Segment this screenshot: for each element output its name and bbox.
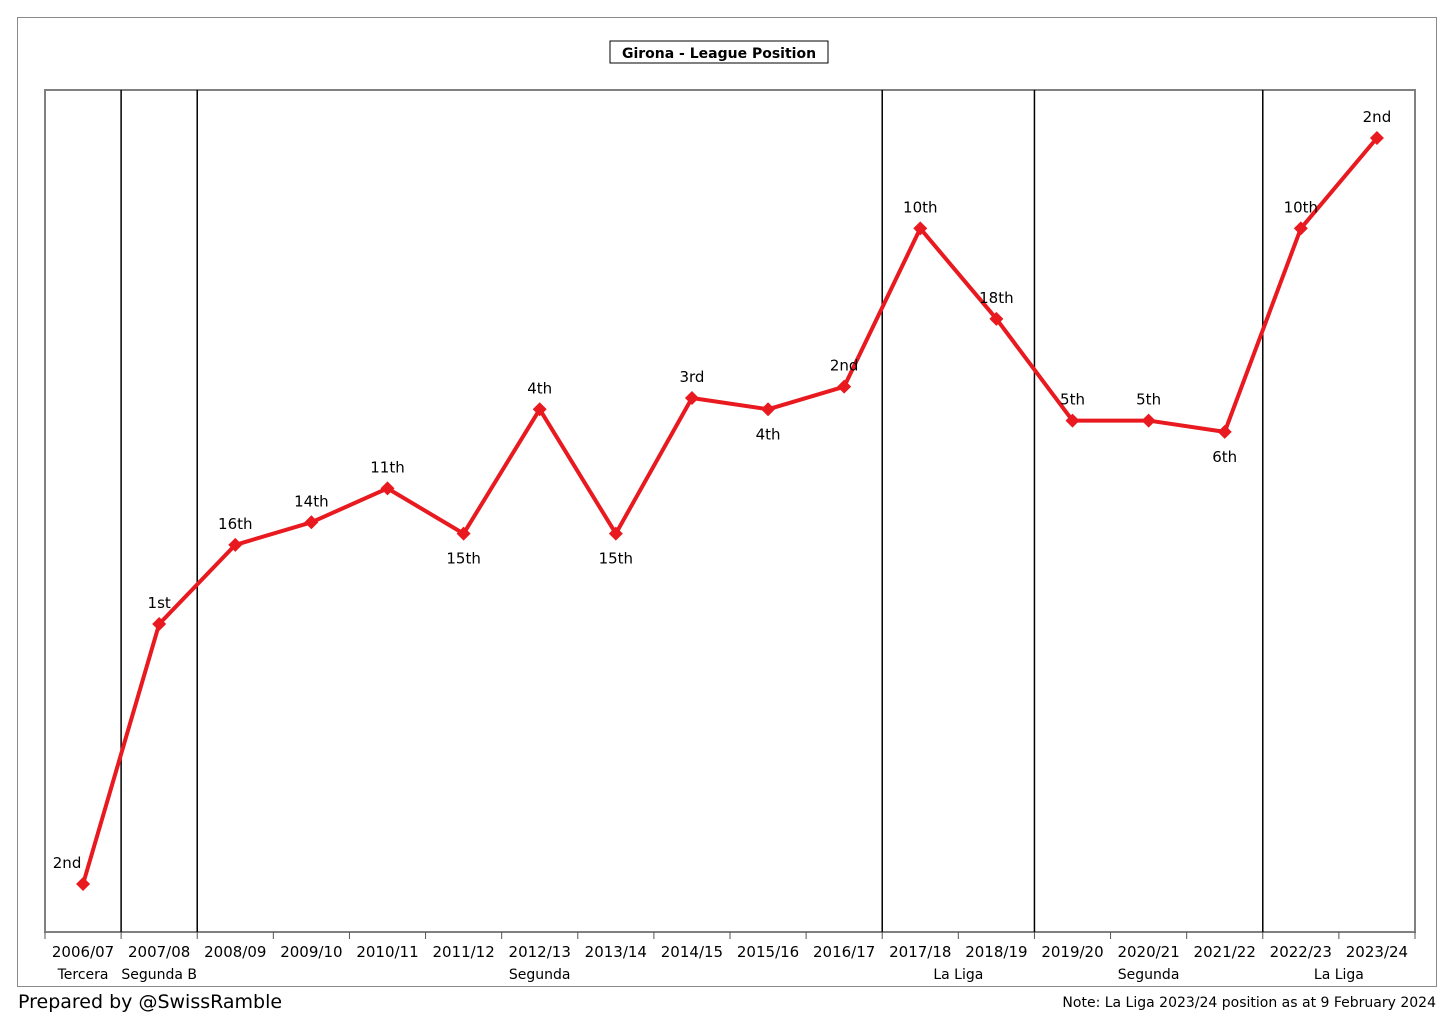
- data-label: 2nd: [53, 854, 82, 872]
- data-label: 10th: [1284, 198, 1318, 216]
- data-point-marker: [152, 617, 167, 632]
- division-label: Tercera: [57, 967, 109, 983]
- data-point-marker: [456, 526, 471, 541]
- x-tick-label: 2020/21: [1117, 943, 1179, 961]
- x-tick-label: 2011/12: [432, 943, 494, 961]
- data-point-marker: [380, 481, 395, 496]
- x-tick-label: 2017/18: [889, 943, 951, 961]
- data-label: 1st: [148, 594, 171, 612]
- x-tick-label: 2013/14: [585, 943, 647, 961]
- x-tick-label: 2008/09: [204, 943, 266, 961]
- data-label: 16th: [218, 515, 252, 533]
- data-point-marker: [76, 877, 91, 891]
- data-point-marker: [1065, 413, 1080, 428]
- x-tick-label: 2019/20: [1041, 943, 1103, 961]
- data-label: 10th: [903, 198, 937, 216]
- data-point-marker: [1141, 413, 1156, 428]
- x-tick-label: 2021/22: [1194, 943, 1256, 961]
- position-line: [81, 136, 1379, 885]
- data-label: 18th: [979, 289, 1013, 307]
- data-label: 4th: [527, 379, 552, 397]
- data-label: 5th: [1136, 391, 1161, 409]
- data-point-marker: [761, 402, 776, 417]
- data-label: 3rd: [679, 368, 704, 386]
- data-point-marker: [837, 379, 852, 394]
- data-label: 2nd: [1363, 108, 1392, 126]
- x-tick-label: 2007/08: [128, 943, 190, 961]
- plot-area: [44, 89, 1416, 933]
- division-label: Segunda: [509, 967, 571, 983]
- chart-title: Girona - League Position: [622, 46, 816, 62]
- x-tick-label: 2014/15: [661, 943, 723, 961]
- data-label: 6th: [1212, 448, 1237, 466]
- data-label: 15th: [446, 550, 480, 568]
- data-point-marker: [989, 311, 1004, 326]
- data-label: 15th: [599, 550, 633, 568]
- data-point-marker: [1369, 131, 1384, 145]
- data-label: 2nd: [830, 357, 859, 375]
- division-label: La Liga: [1314, 967, 1364, 983]
- division-label: Segunda B: [121, 967, 197, 983]
- x-tick-label: 2018/19: [965, 943, 1027, 961]
- footer-note: Note: La Liga 2023/24 position as at 9 F…: [1062, 995, 1436, 1011]
- x-tick-label: 2009/10: [280, 943, 342, 961]
- data-point-marker: [532, 402, 547, 417]
- data-label: 5th: [1060, 391, 1085, 409]
- division-label: Segunda: [1118, 967, 1180, 983]
- data-point-marker: [608, 526, 623, 541]
- x-tick-label: 2012/13: [509, 943, 571, 961]
- x-tick-label: 2015/16: [737, 943, 799, 961]
- chart-title-box: [609, 40, 829, 64]
- data-label: 11th: [370, 458, 404, 476]
- data-point-marker: [228, 537, 243, 552]
- data-label: 4th: [756, 425, 781, 443]
- chart-frame: [17, 17, 1437, 987]
- x-tick-label: 2023/24: [1346, 943, 1408, 961]
- data-point-marker: [1217, 424, 1232, 439]
- x-tick-label: 2006/07: [52, 943, 114, 961]
- x-tick-label: 2010/11: [356, 943, 418, 961]
- data-point-marker: [1293, 221, 1308, 236]
- division-label: La Liga: [933, 967, 983, 983]
- x-tick-label: 2022/23: [1270, 943, 1332, 961]
- x-tick-label: 2016/17: [813, 943, 875, 961]
- data-label: 14th: [294, 492, 328, 510]
- data-point-marker: [684, 390, 699, 405]
- data-point-marker: [913, 221, 928, 236]
- data-point-marker: [304, 515, 319, 530]
- footer-credit: Prepared by @SwissRamble: [18, 991, 283, 1013]
